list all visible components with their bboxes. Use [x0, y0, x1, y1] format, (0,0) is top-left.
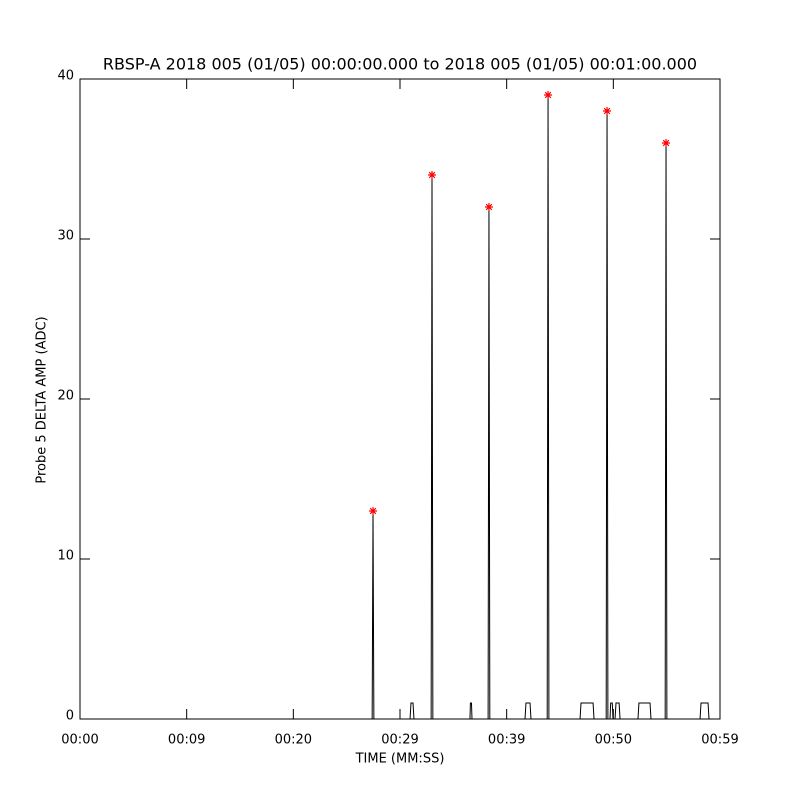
- x-tick-label: 00:29: [381, 733, 418, 748]
- chart-title: RBSP-A 2018 005 (01/05) 00:00:00.000 to …: [103, 55, 697, 74]
- x-tick-label: 00:50: [595, 733, 632, 748]
- x-tick-label: 00:00: [61, 733, 98, 748]
- y-tick-label: 20: [57, 389, 74, 404]
- x-tick-label: 00:39: [488, 733, 525, 748]
- x-tick-label: 00:09: [168, 733, 205, 748]
- peak-marker: [484, 203, 493, 211]
- peak-marker: [603, 107, 612, 115]
- data-line: [80, 94, 720, 720]
- peak-marker: [369, 507, 378, 515]
- y-tick-label: 0: [66, 709, 74, 724]
- x-axis-label: TIME (MM:SS): [355, 752, 445, 767]
- peak-marker: [544, 91, 553, 99]
- x-tick-label: 00:20: [275, 733, 312, 748]
- y-tick-label: 40: [57, 69, 74, 84]
- x-tick-label: 00:59: [701, 733, 738, 748]
- y-axis-label: Probe 5 DELTA AMP (ADC): [35, 316, 50, 483]
- peak-marker: [662, 139, 671, 147]
- y-tick-label: 10: [57, 549, 74, 564]
- peak-marker: [428, 171, 436, 179]
- y-tick-label: 30: [57, 229, 74, 244]
